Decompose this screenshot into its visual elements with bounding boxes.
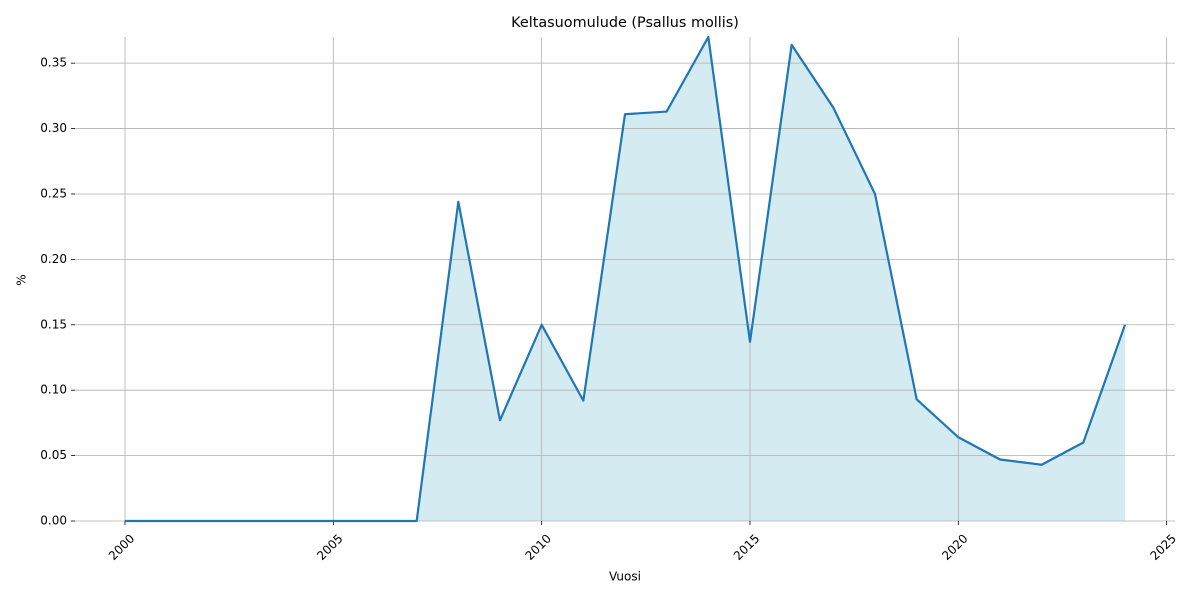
x-axis-label: Vuosi — [609, 570, 641, 584]
x-tick-label: 2015 — [731, 531, 762, 562]
y-tick-label: 0.30 — [40, 121, 67, 135]
y-tick-label: 0.05 — [40, 448, 67, 462]
x-tick-label: 2020 — [939, 531, 970, 562]
y-tick-label: 0.00 — [40, 514, 67, 528]
x-tick-label: 2000 — [106, 531, 137, 562]
x-tick-label: 2025 — [1148, 531, 1179, 562]
x-tick-label: 2010 — [523, 531, 554, 562]
y-tick-label: 0.15 — [40, 317, 67, 331]
line — [125, 35, 1127, 523]
y-tick-label: 0.35 — [40, 56, 67, 70]
chart-title: Keltasuomulude (Psallus mollis) — [511, 15, 739, 31]
area-fill — [125, 37, 1125, 521]
y-tick-label: 0.25 — [40, 186, 67, 200]
x-tick-label: 2005 — [314, 531, 345, 562]
y-axis-label: % — [15, 274, 29, 285]
y-tick-label: 0.10 — [40, 383, 67, 397]
y-tick-label: 0.20 — [40, 252, 67, 266]
